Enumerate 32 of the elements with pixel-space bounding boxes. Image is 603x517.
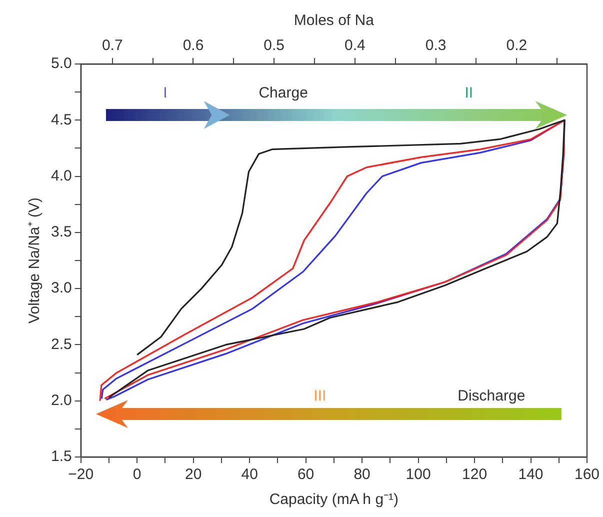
x2-tick-label: 0.6 <box>182 37 204 54</box>
annotation: Discharge <box>458 388 526 405</box>
x-tick-label: 0 <box>132 466 142 484</box>
x2-tick-label: 0.2 <box>506 37 528 54</box>
x2-tick-label: 0.3 <box>425 37 446 54</box>
x-tick-label: 80 <box>354 466 370 484</box>
x-tick-label: 60 <box>297 466 314 484</box>
y-tick-label: 4.5 <box>50 111 72 128</box>
x2-tick-label: 0.7 <box>102 37 123 54</box>
x-tick-label: 20 <box>184 466 202 484</box>
y-tick-label: 3.0 <box>50 280 72 297</box>
annotation: II <box>464 84 474 102</box>
x-tick-label: 120 <box>462 466 488 484</box>
x-tick-label: 160 <box>574 466 600 484</box>
annotation: III <box>314 388 326 405</box>
y-tick-label: 3.5 <box>50 224 72 241</box>
y-tick-label: 1.5 <box>50 448 72 466</box>
annotation: Charge <box>258 84 308 102</box>
y-tick-label: 4.0 <box>50 167 72 184</box>
x2-axis-title: Moles of Na <box>294 12 375 30</box>
y-tick-label: 2.5 <box>50 336 72 353</box>
x-tick-label: 100 <box>406 466 431 484</box>
y-tick-label: 2.0 <box>50 392 72 409</box>
y-tick-label: 5.0 <box>50 55 72 72</box>
x-tick-label: 140 <box>518 466 544 484</box>
x2-tick-label: 0.4 <box>344 37 366 54</box>
x2-tick-label: 0.5 <box>264 37 285 54</box>
y-axis-title: Voltage Na/Na⁺ (V) <box>26 198 44 324</box>
x-tick-label: −20 <box>68 466 94 484</box>
annotation: I <box>163 84 168 102</box>
x-tick-label: 40 <box>241 466 258 484</box>
x-axis-title: Capacity (mA h g⁻¹) <box>269 491 399 508</box>
